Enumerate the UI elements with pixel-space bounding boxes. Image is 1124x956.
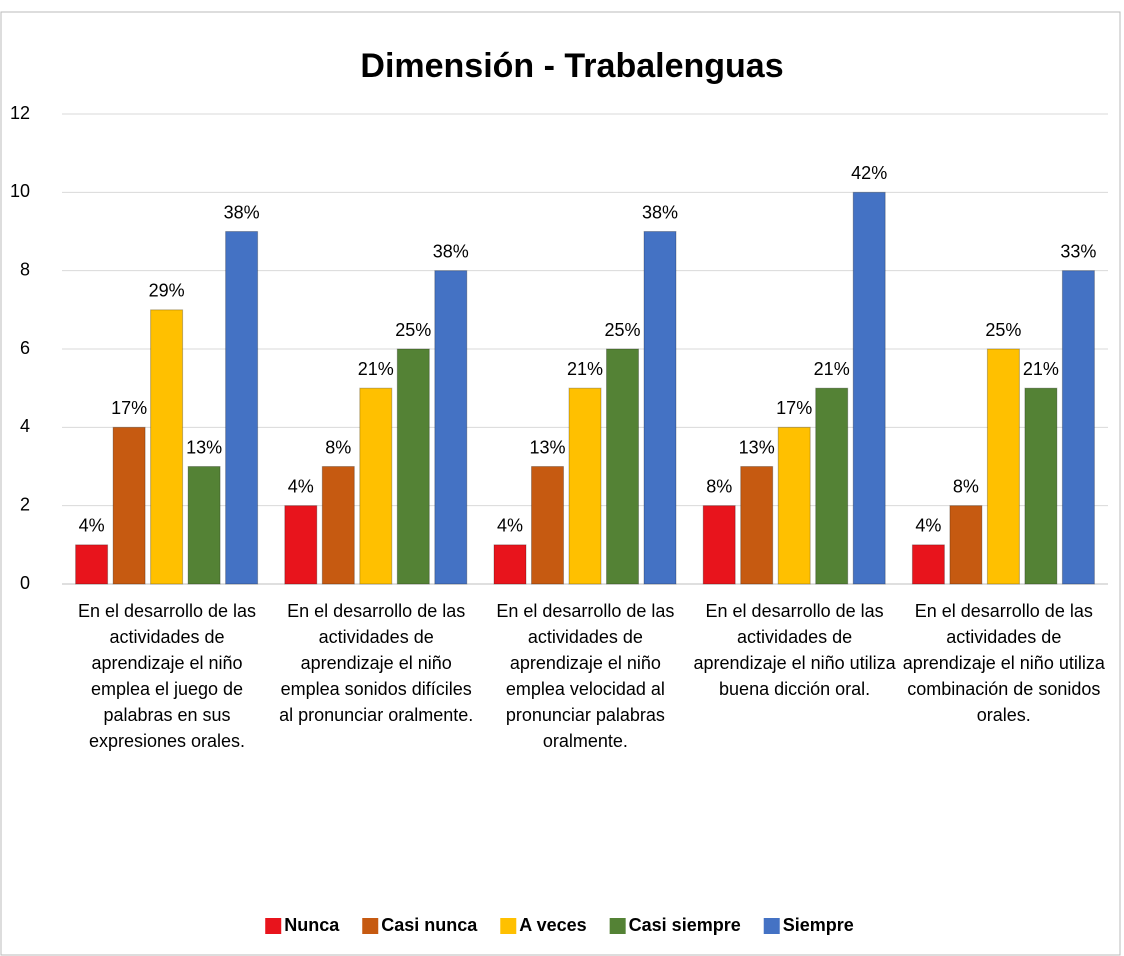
legend-label: Casi nunca <box>381 915 478 935</box>
data-label: 8% <box>325 437 351 457</box>
data-label: 33% <box>1060 241 1096 261</box>
bar <box>187 466 221 585</box>
bar <box>740 466 774 585</box>
bar <box>493 544 527 585</box>
data-label: 42% <box>851 163 887 183</box>
x-tick-label: En el desarrollo de las actividades de a… <box>77 601 257 751</box>
y-tick-label: 4 <box>20 416 30 436</box>
y-tick-label: 8 <box>20 259 30 279</box>
data-label: 4% <box>288 476 314 496</box>
legend-swatch <box>500 918 517 934</box>
bar <box>75 544 109 585</box>
data-label: 29% <box>149 281 185 301</box>
legend-label: Casi siempre <box>629 915 741 935</box>
data-label: 8% <box>706 476 732 496</box>
legend-swatch <box>609 918 626 934</box>
x-tick-label: En el desarrollo de las actividades de a… <box>902 601 1105 725</box>
data-label: 21% <box>814 359 850 379</box>
bar <box>643 231 677 585</box>
bar <box>777 426 811 585</box>
y-tick-label: 0 <box>20 573 30 593</box>
data-label: 13% <box>186 437 222 457</box>
data-label: 4% <box>915 516 941 536</box>
y-tick-label: 10 <box>10 181 30 201</box>
legend-swatch <box>362 918 379 934</box>
data-label: 38% <box>224 202 260 222</box>
legend-label: Nunca <box>284 915 340 935</box>
chart-title: Dimensión - Trabalenguas <box>360 47 783 85</box>
y-tick-label: 12 <box>10 103 30 123</box>
data-label: 25% <box>985 320 1021 340</box>
data-label: 21% <box>358 359 394 379</box>
y-tick-label: 2 <box>20 494 30 514</box>
bar <box>568 387 602 585</box>
data-label: 17% <box>111 398 147 418</box>
data-label: 17% <box>776 398 812 418</box>
legend-label: A veces <box>519 915 586 935</box>
bar <box>531 466 564 585</box>
bar <box>396 348 430 585</box>
data-label: 25% <box>395 320 431 340</box>
bar <box>949 505 983 585</box>
bar <box>321 466 355 585</box>
legend-label: Siempre <box>783 915 854 935</box>
data-label: 4% <box>497 516 523 536</box>
data-label: 8% <box>953 476 979 496</box>
x-tick-label: En el desarrollo de las actividades de a… <box>279 601 474 725</box>
data-label: 21% <box>567 359 603 379</box>
data-label: 38% <box>433 241 469 261</box>
bar <box>1061 270 1095 585</box>
bar <box>911 544 945 585</box>
data-label: 25% <box>604 320 640 340</box>
data-label: 38% <box>642 202 678 222</box>
bar <box>150 309 184 585</box>
legend-swatch <box>763 918 780 934</box>
legend-swatch <box>265 918 282 934</box>
data-label: 13% <box>529 437 565 457</box>
bar <box>434 270 468 585</box>
bar <box>606 348 639 585</box>
bar <box>225 231 259 585</box>
bar <box>284 505 318 585</box>
y-tick-label: 6 <box>20 338 30 358</box>
x-tick-label: En el desarrollo de las actividades de a… <box>693 601 896 699</box>
bar <box>112 426 146 585</box>
data-label: 21% <box>1023 359 1059 379</box>
bar <box>702 505 736 585</box>
data-label: 4% <box>79 516 105 536</box>
bar <box>1024 387 1058 585</box>
bar <box>359 387 393 585</box>
bar <box>852 191 886 585</box>
data-label: 13% <box>739 437 775 457</box>
bar <box>815 387 849 585</box>
x-tick-label: En el desarrollo de las actividades de a… <box>496 601 675 751</box>
bar <box>986 348 1020 585</box>
